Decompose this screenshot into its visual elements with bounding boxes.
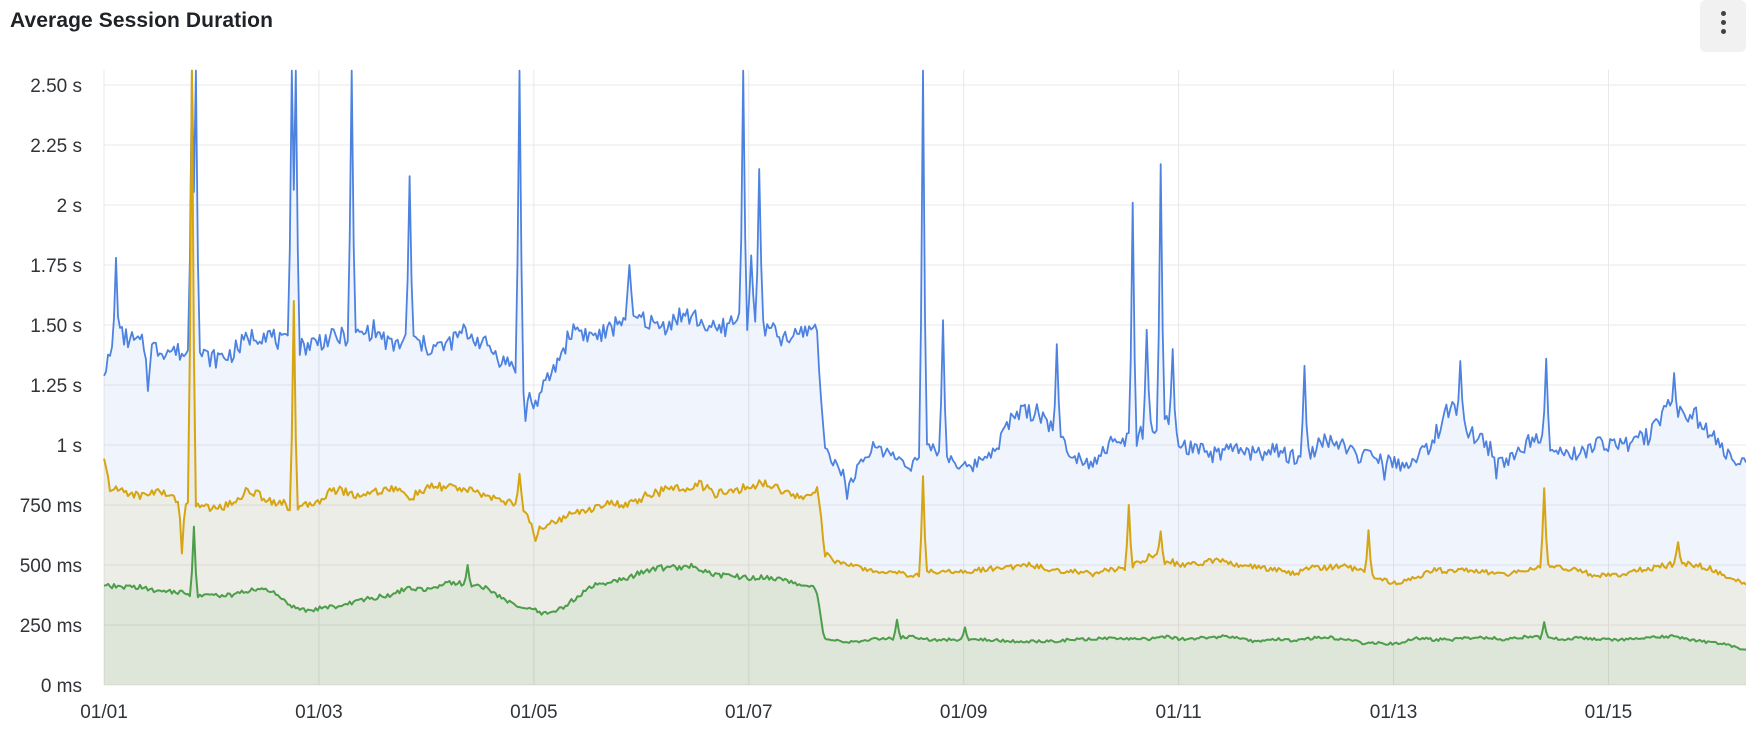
y-axis-tick-label: 500 ms: [20, 556, 82, 577]
y-axis-tick-label: 1.25 s: [30, 376, 82, 397]
series-gold-line: [103, 69, 1746, 586]
series-blue-line: [103, 69, 1746, 500]
panel-menu-button[interactable]: [1700, 0, 1746, 52]
x-axis-tick-label: 01/13: [1370, 702, 1418, 723]
x-axis-tick-label: 01/05: [510, 702, 558, 723]
kebab-vertical-icon: [1720, 11, 1726, 34]
x-axis-tick-label: 01/15: [1585, 702, 1633, 723]
x-axis-tick-label: 01/01: [80, 702, 128, 723]
y-axis-tick-label: 750 ms: [20, 496, 82, 517]
x-axis-tick-label: 01/09: [940, 702, 988, 723]
y-axis-tick-label: 2 s: [57, 196, 82, 217]
y-axis-tick-label: 2.50 s: [30, 76, 82, 97]
y-axis-tick-label: 2.25 s: [30, 136, 82, 157]
x-axis-tick-label: 01/07: [725, 702, 773, 723]
series-gold-fill: [104, 70, 1746, 686]
x-axis-tick-label: 01/03: [295, 702, 343, 723]
x-axis-tick-label: 01/11: [1156, 702, 1202, 723]
series-green-fill: [104, 526, 1746, 685]
y-axis-tick-label: 250 ms: [20, 616, 82, 637]
y-axis-tick-label: 1.75 s: [30, 256, 82, 277]
y-axis-tick-label: 0 ms: [41, 676, 82, 697]
y-axis-tick-label: 1 s: [57, 436, 82, 457]
y-axis-tick-label: 1.50 s: [30, 316, 82, 337]
series-blue-fill: [104, 70, 1746, 686]
series-green-line: [103, 525, 1746, 651]
